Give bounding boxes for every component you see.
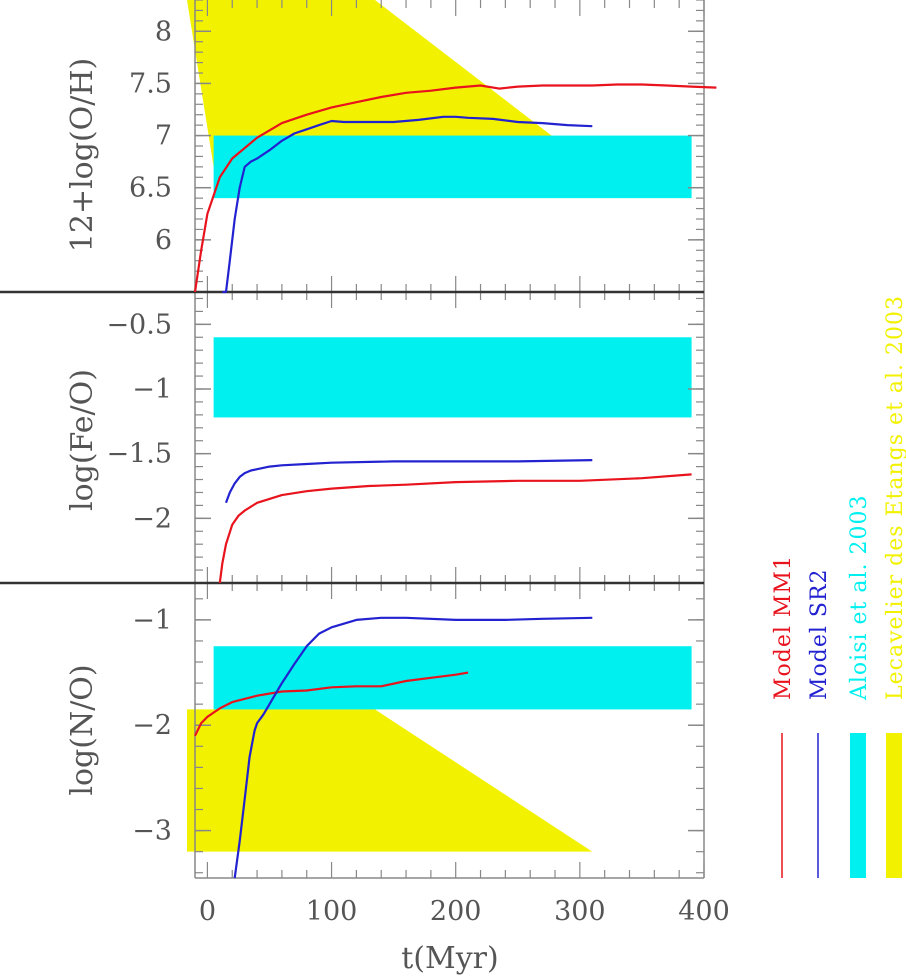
x-axis-label: t(Myr) xyxy=(401,941,498,976)
y-tick-label-no: −1 xyxy=(132,605,172,636)
y-tick-label-oh: 6 xyxy=(155,225,172,256)
x-tick-label: 200 xyxy=(430,896,482,927)
y-axis-label-no: log(N/O) xyxy=(65,664,100,795)
series-sr2-no xyxy=(233,616,593,879)
series-sr2-oh xyxy=(222,115,593,294)
text-layer: 6 6.5 7 7.5 8 12+log(O/H) −2 −1.5 −1 −0.5log(Fe/O… xyxy=(65,16,730,976)
series-mm1-oh xyxy=(193,83,717,293)
legend-symbol-aloisi xyxy=(850,733,866,878)
x-tick-label: 300 xyxy=(554,896,606,927)
y-axis-label-oh: 12+log(O/H) xyxy=(65,58,100,252)
y-tick-label-no: −2 xyxy=(132,710,172,741)
y-tick-label-oh: 7 xyxy=(155,121,172,152)
band-lecavelier-oh xyxy=(187,0,593,167)
y-tick-label-oh: 8 xyxy=(155,16,172,47)
legend-label-mm1: Model MM1 xyxy=(771,555,796,700)
y-tick-label-oh: 6.5 xyxy=(129,173,172,204)
band-lecavelier-no xyxy=(187,709,593,852)
y-tick-label-feo: −2 xyxy=(132,503,172,534)
band-aloisi-no xyxy=(213,646,692,710)
x-tick-label: 0 xyxy=(199,896,216,927)
series-layer xyxy=(193,83,717,879)
band-aloisi-oh xyxy=(213,135,692,199)
y-tick-label-feo: −0.5 xyxy=(106,309,172,340)
series-mm1-no xyxy=(194,671,469,737)
frames-layer xyxy=(0,0,705,879)
legend-symbol-lecavelier xyxy=(886,733,902,878)
legend-label-aloisi: Aloisi et al. 2003 xyxy=(847,494,872,701)
x-tick-label: 400 xyxy=(678,896,730,927)
series-mm1-feo xyxy=(218,473,692,584)
legend-label-sr2: Model SR2 xyxy=(807,568,832,700)
y-tick-label-feo: −1.5 xyxy=(106,439,172,470)
y-tick-label-no: −3 xyxy=(132,816,172,847)
legend-label-lecavelier: Lecavelier des Etangs et al. 2003 xyxy=(883,295,906,700)
series-sr2-feo xyxy=(224,459,593,504)
y-tick-label-oh: 7.5 xyxy=(129,68,172,99)
y-axis-label-feo: log(Fe/O) xyxy=(65,369,100,511)
y-tick-label-feo: −1 xyxy=(132,374,172,405)
bands-layer xyxy=(187,0,692,852)
band-aloisi-feo xyxy=(213,337,692,418)
legend: Model MM1 Model SR2 Aloisi et al. 2003 Leca… xyxy=(771,295,906,878)
x-tick-label: 100 xyxy=(306,896,358,927)
